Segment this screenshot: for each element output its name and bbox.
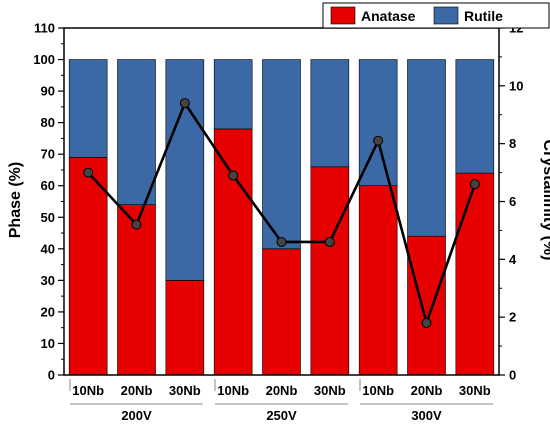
x-tick-label-5: 30Nb <box>314 383 346 398</box>
x-tick-label-2: 30Nb <box>169 383 201 398</box>
y-tick-label-10: 10 <box>41 336 55 351</box>
crystallinity-point-1 <box>131 219 142 230</box>
x-tick-label-0: 10Nb <box>72 383 104 398</box>
bars-layer <box>68 59 495 376</box>
bar-rutile-0 <box>68 59 108 158</box>
bar-anatase-1 <box>117 204 156 376</box>
group-label-2: 300V <box>411 408 442 423</box>
y2-tick-label-0: 0 <box>509 368 516 383</box>
legend-swatch-anatase <box>330 6 356 25</box>
bar-rutile-4 <box>262 59 301 250</box>
crystallinity-point-2 <box>179 98 190 109</box>
x-tick-label-3: 10Nb <box>217 383 249 398</box>
y2-tick-label-2: 2 <box>509 310 516 325</box>
y2-tick-label-4: 4 <box>509 252 517 267</box>
y-tick-label-20: 20 <box>41 304 55 319</box>
y-tick-label-30: 30 <box>41 273 55 288</box>
y2-tick-label-8: 8 <box>509 136 516 151</box>
y2-tick-label-10: 10 <box>509 78 523 93</box>
y2-tick-label-6: 6 <box>509 194 516 209</box>
crystallinity-point-0 <box>83 167 94 178</box>
crystallinity-point-5 <box>324 236 335 247</box>
crystallinity-point-4 <box>276 236 287 247</box>
bar-rutile-3 <box>213 59 253 130</box>
crystallinity-point-7 <box>421 317 432 328</box>
crystallinity-point-3 <box>228 170 239 181</box>
bar-anatase-2 <box>165 280 205 376</box>
bar-anatase-4 <box>262 248 301 376</box>
bar-anatase-0 <box>68 157 108 376</box>
legend-swatch-rutile <box>433 6 459 25</box>
group-label-0: 200V <box>121 408 152 423</box>
crystallinity-line-layer <box>83 98 480 328</box>
y-tick-label-110: 110 <box>34 21 55 36</box>
bar-rutile-5 <box>310 59 350 168</box>
bar-anatase-6 <box>358 185 398 376</box>
x-tick-label-1: 20Nb <box>121 383 153 398</box>
y-tick-label-60: 60 <box>41 178 55 193</box>
y-tick-label-50: 50 <box>41 210 55 225</box>
y-tick-label-0: 0 <box>48 368 55 383</box>
y-tick-label-80: 80 <box>41 115 55 130</box>
bar-rutile-7 <box>407 59 446 237</box>
legend-label-rutile: Rutile <box>464 8 503 24</box>
x-tick-label-6: 10Nb <box>362 383 394 398</box>
group-label-1: 250V <box>266 408 297 423</box>
legend: Anatase Rutile <box>322 2 550 29</box>
bar-anatase-8 <box>455 172 495 376</box>
y-tick-label-90: 90 <box>41 84 55 99</box>
bar-anatase-5 <box>310 166 350 376</box>
y2-axis-title: Crystallinity (%) <box>540 140 550 261</box>
y-tick-label-100: 100 <box>33 52 55 67</box>
axes-layer: 010203040506070809010011002468101210Nb20… <box>33 21 523 424</box>
x-tick-label-8: 30Nb <box>459 383 491 398</box>
x-tick-label-4: 20Nb <box>266 383 298 398</box>
legend-label-anatase: Anatase <box>361 8 416 24</box>
x-tick-label-7: 20Nb <box>411 383 443 398</box>
crystallinity-point-6 <box>373 135 384 146</box>
crystallinity-point-8 <box>469 179 480 190</box>
bar-rutile-8 <box>455 59 495 174</box>
bar-anatase-3 <box>213 128 253 376</box>
bar-rutile-1 <box>117 59 156 205</box>
y-tick-label-70: 70 <box>41 147 55 162</box>
bar-rutile-2 <box>165 59 205 281</box>
y-tick-label-40: 40 <box>41 241 55 256</box>
bar-anatase-7 <box>407 235 446 376</box>
y-axis-title: Phase (%) <box>7 162 24 238</box>
